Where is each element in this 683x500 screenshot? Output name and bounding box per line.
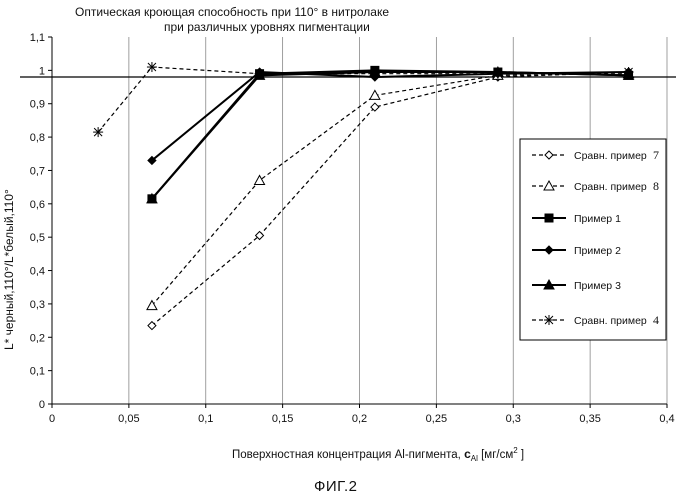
y-tick-label: 1 bbox=[39, 65, 45, 77]
y-tick-label: 0,1 bbox=[30, 366, 45, 378]
y-tick-label: 0,7 bbox=[30, 165, 45, 177]
x-tick-label: 0,4 bbox=[659, 413, 674, 425]
plot-area: 0 0,1 0,2 0,3 0,4 0,5 0,6 0,7 0,8 0,9 1 1,1 0 0,05 0,1… bbox=[0, 0, 683, 440]
data-point-series-1 bbox=[255, 175, 265, 184]
legend-label-1: Сравн. пример bbox=[574, 181, 647, 193]
legend-suffix-5: 4 bbox=[653, 313, 659, 327]
y-tick-label: 0 bbox=[39, 399, 45, 411]
legend-label-5: Сравн. пример bbox=[574, 315, 647, 327]
x-axis-units: [мг/см bbox=[481, 449, 513, 461]
y-tick-label: 0,3 bbox=[30, 299, 45, 311]
x-tick-label: 0,25 bbox=[426, 413, 447, 425]
data-point-series-5 bbox=[493, 69, 503, 79]
y-tick-label: 0,5 bbox=[30, 232, 45, 244]
legend-marker-5 bbox=[544, 315, 554, 325]
y-tick-label: 0,8 bbox=[30, 132, 45, 144]
x-tick-label: 0,35 bbox=[579, 413, 600, 425]
x-axis-label: Поверхностная концентрация Al-пигмента, … bbox=[232, 446, 524, 463]
legend-label-4: Пример 3 bbox=[574, 280, 621, 292]
data-point-series-5 bbox=[370, 69, 380, 79]
data-point-series-5 bbox=[255, 69, 265, 79]
figure-label: ФИГ.2 bbox=[314, 478, 358, 495]
legend-suffix-1: 8 bbox=[653, 179, 659, 193]
x-tick-label: 0,3 bbox=[506, 413, 521, 425]
data-point-series-1 bbox=[147, 301, 157, 310]
x-tick-label: 0,05 bbox=[118, 413, 139, 425]
x-axis-symbol: c bbox=[464, 447, 471, 461]
y-tick-label: 0,2 bbox=[30, 332, 45, 344]
x-axis-symbol-sub: Al bbox=[471, 454, 478, 463]
y-tick-label: 0,9 bbox=[30, 99, 45, 111]
y-tick-label: 1,1 bbox=[30, 32, 45, 44]
y-tick-label: 0,6 bbox=[30, 199, 45, 211]
legend-suffix-0: 7 bbox=[653, 148, 659, 162]
x-tick-label: 0 bbox=[49, 413, 55, 425]
legend-label-0: Сравн. пример bbox=[574, 150, 647, 162]
x-axis-units-sup: 2 bbox=[513, 446, 517, 455]
x-tick-label: 0,2 bbox=[352, 413, 367, 425]
data-point-series-5 bbox=[147, 62, 157, 72]
x-axis-label-text: Поверхностная концентрация Al-пигмента, bbox=[232, 449, 461, 461]
x-axis-units-end: ] bbox=[521, 449, 524, 461]
legend-label-2: Пример 1 bbox=[574, 213, 621, 225]
legend-label-3: Пример 2 bbox=[574, 245, 621, 257]
data-point-series-5 bbox=[93, 127, 103, 137]
data-point-series-5 bbox=[624, 67, 634, 77]
x-tick-label: 0,15 bbox=[272, 413, 293, 425]
legend-box bbox=[520, 139, 666, 340]
legend-marker-2 bbox=[545, 214, 553, 222]
x-tick-label: 0,1 bbox=[198, 413, 213, 425]
y-tick-label: 0,4 bbox=[30, 266, 45, 278]
